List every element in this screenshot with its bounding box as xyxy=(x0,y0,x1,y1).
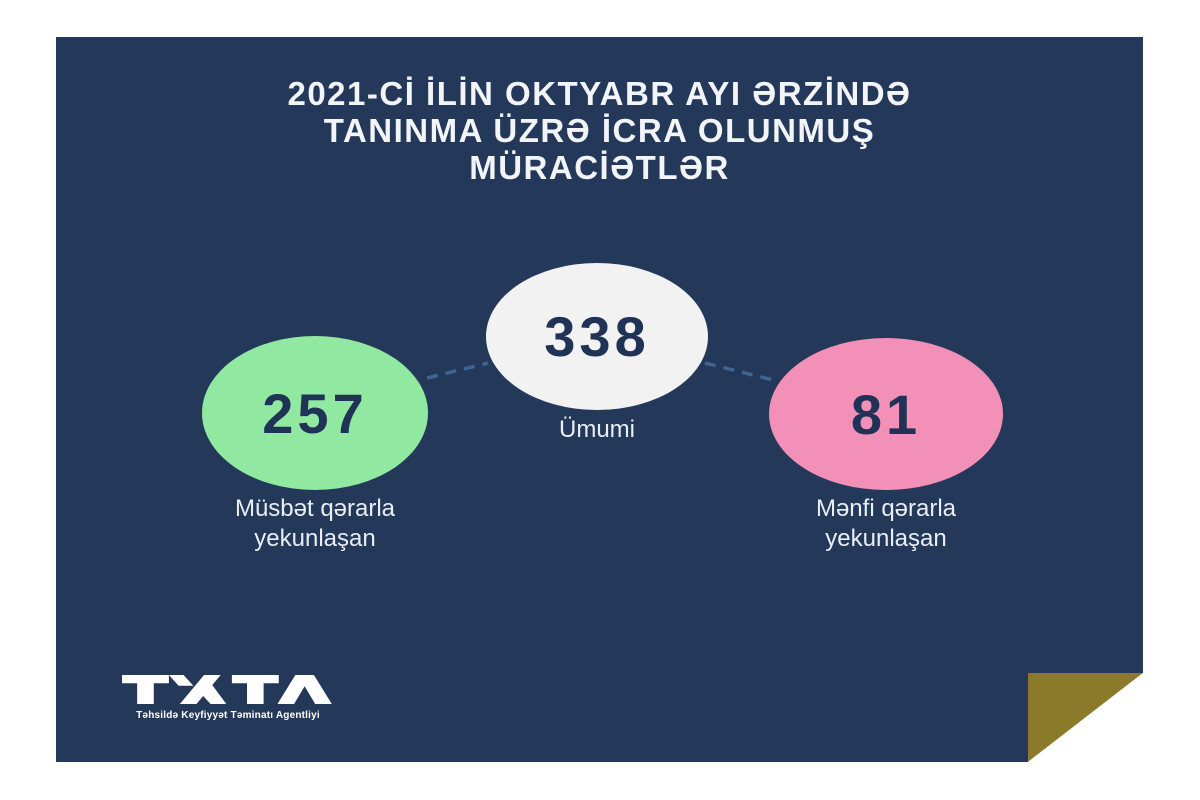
negative-label: Mənfi qərarla yekunlaşan xyxy=(736,494,1036,554)
bubble-negative: 81 xyxy=(769,338,1003,490)
bubble-positive: 257 xyxy=(202,336,428,490)
positive-count: 257 xyxy=(262,381,368,445)
negative-count: 81 xyxy=(850,382,922,446)
title-line-3: MÜRACİƏTLƏR xyxy=(469,149,730,186)
positive-label: Müsbət qərarla yekunlaşan xyxy=(165,494,465,554)
negative-label-line-1: Mənfi qərarla xyxy=(815,495,957,522)
bubble-total: 338 xyxy=(486,263,708,410)
logo-subtitle: Təhsildə Keyfiyyət Təminatı Agentliyi xyxy=(136,710,320,722)
total-count: 338 xyxy=(544,305,650,368)
infographic-title: 2021-Cİ İLİN OKTYABR AYI ƏRZİNDƏ TANINMA… xyxy=(56,75,1143,186)
negative-label-line-2: yekunlaşan xyxy=(825,525,947,552)
positive-label-line-2: yekunlaşan xyxy=(254,525,376,552)
tkta-wordmark-icon xyxy=(122,675,332,705)
title-line-1: 2021-Cİ İLİN OKTYABR AYI ƏRZİNDƏ xyxy=(287,75,912,112)
connector-left xyxy=(426,361,489,380)
positive-label-line-1: Müsbət qərarla xyxy=(234,495,396,522)
connector-right xyxy=(704,361,774,382)
total-label: Ümumi xyxy=(559,416,635,443)
folded-corner-decoration xyxy=(1028,673,1143,762)
tkta-logo: Təhsildə Keyfiyyət Təminatı Agentliyi xyxy=(122,675,334,721)
title-line-2: TANINMA ÜZRƏ İCRA OLUNMUŞ xyxy=(323,112,876,149)
infographic-panel: 2021-Cİ İLİN OKTYABR AYI ƏRZİNDƏ TANINMA… xyxy=(56,37,1143,762)
